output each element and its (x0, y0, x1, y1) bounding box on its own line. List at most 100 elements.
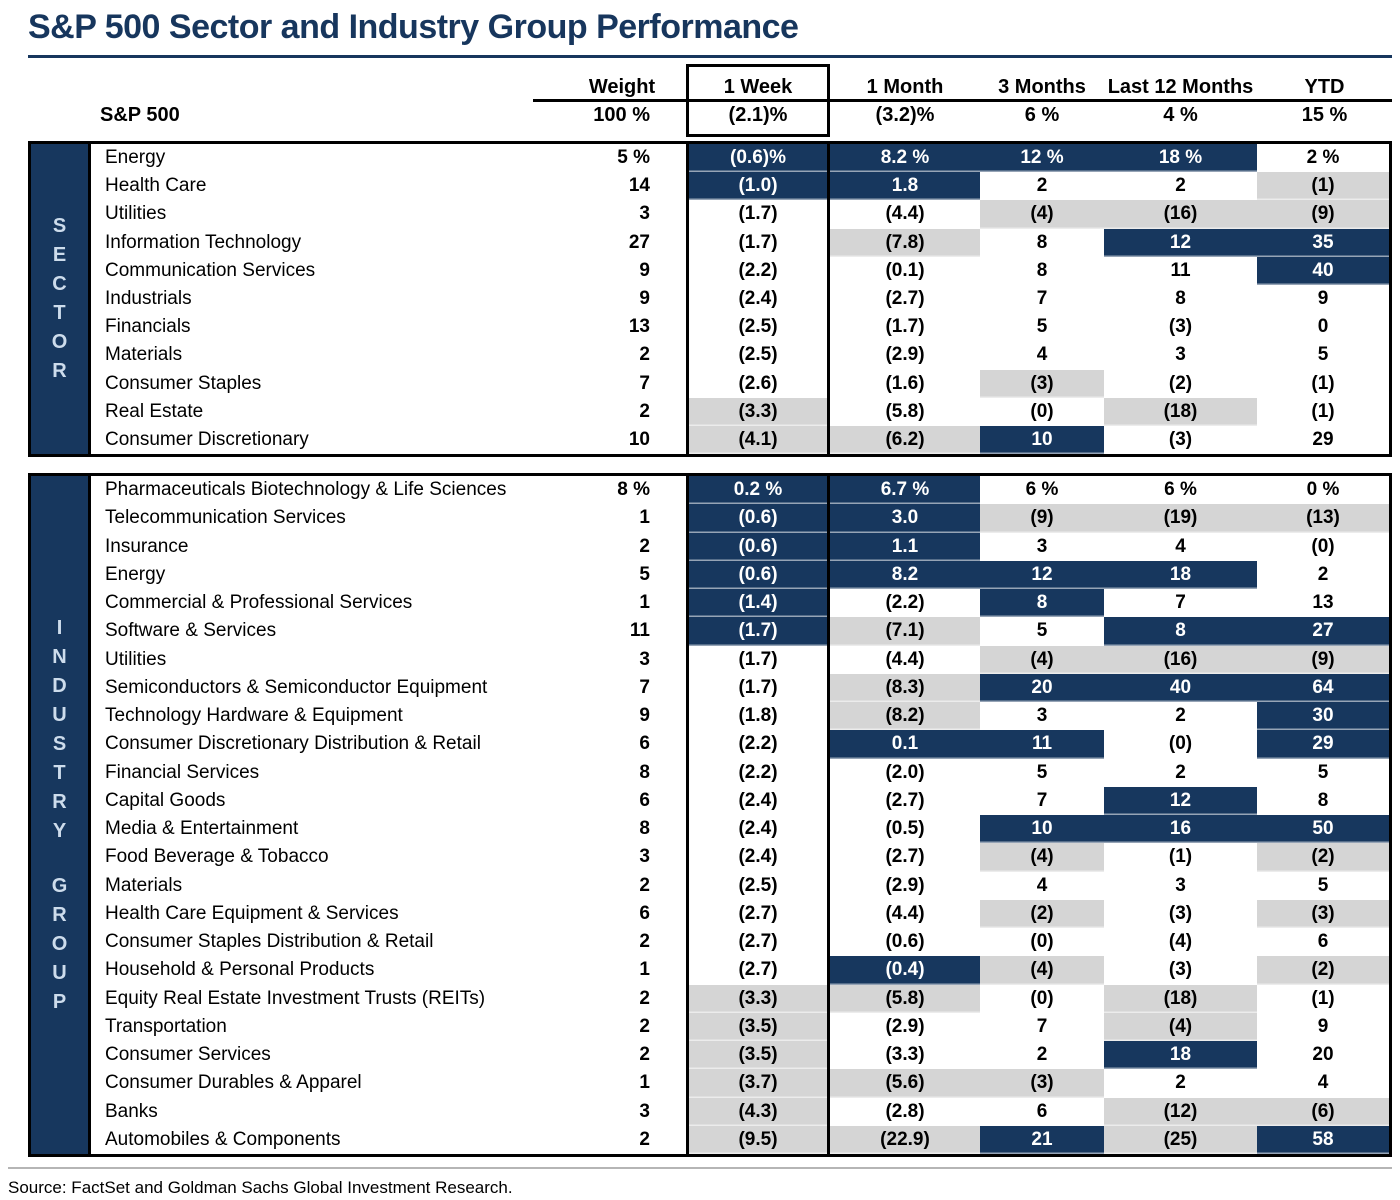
1-month-value-cell: (2.9) (885, 874, 925, 896)
row-name: Consumer Discretionary (105, 428, 309, 450)
sp500-1-month: (3.2)% (875, 103, 935, 126)
weight-cell: 7 (639, 676, 650, 698)
band-letter: T (53, 302, 66, 324)
table-row: Pharmaceuticals Biotechnology & Life Sci… (91, 476, 1389, 505)
last-12-months-value-cell: 4 (1175, 535, 1186, 557)
row-name: Utilities (105, 648, 167, 670)
last-12-months-value-cell: (16) (1104, 645, 1257, 674)
last-12-months-value-cell: (4) (1104, 1012, 1257, 1041)
footer-divider (8, 1167, 1392, 1169)
table-row: Materials 2 (2.5) (2.9) 4 3 5 (91, 871, 1389, 900)
table-row: Consumer Staples 7 (2.6) (1.6) (3) (2) (1) (91, 369, 1389, 398)
last-12-months-value-cell: 18 % (1104, 144, 1257, 173)
weight-cell: 2 (639, 1128, 650, 1150)
3-months-value-cell: 5 (1036, 620, 1048, 642)
row-name: Semiconductors & Semiconductor Equipment (105, 676, 488, 698)
1-week-value-cell: (2.5) (686, 313, 830, 342)
weight-cell: 14 (628, 175, 650, 197)
3-months-value-cell: 3 (1036, 535, 1048, 557)
last-12-months-value-cell: (3) (1168, 428, 1193, 450)
3-months-value-cell: (3) (980, 1069, 1104, 1098)
1-week-value-cell: (2.5) (686, 341, 830, 370)
weight-cell: 2 (639, 400, 650, 422)
band-letter: O (51, 331, 68, 353)
weight-cell: 1 (639, 1072, 650, 1094)
weight-cell: 10 (628, 428, 650, 450)
3-months-value-cell: 3 (1036, 705, 1048, 727)
table-row: Health Care 14 (1.0) 1.8 2 2 (1) (91, 172, 1389, 201)
1-week-value-cell: 0.2 % (686, 476, 830, 505)
last-12-months-value-cell: (3) (1168, 316, 1193, 338)
row-name: Consumer Services (105, 1044, 271, 1066)
weight-cell: 3 (639, 648, 650, 670)
1-month-value-cell: (4.4) (885, 902, 925, 924)
1-week-value-cell: (2.2) (686, 256, 830, 285)
1-week-value-cell: (1.7) (686, 228, 830, 257)
ytd-value-cell: 27 (1257, 617, 1389, 646)
ytd-value-cell: (1) (1311, 400, 1335, 422)
weight-cell: 1 (639, 592, 650, 614)
row-name: Financial Services (105, 761, 260, 783)
1-month-value-cell: (0.4) (830, 956, 980, 985)
table-row: Software & Services 11 (1.7) (7.1) 5 8 27 (91, 617, 1389, 646)
1-week-value-cell: (1.7) (686, 645, 830, 674)
weight-cell: 8 (639, 761, 650, 783)
weight-cell: 5 % (617, 147, 650, 169)
weight-cell: 6 (639, 789, 650, 811)
last-12-months-value-cell: (0) (1168, 733, 1193, 755)
ytd-value-cell: 64 (1257, 673, 1389, 702)
ytd-value-cell: 50 (1257, 815, 1389, 844)
column-header-1-month: 1 Month (866, 76, 944, 98)
table-row: Technology Hardware & Equipment 9 (1.8) (8.… (91, 702, 1389, 731)
3-months-value-cell: 6 (1036, 1100, 1048, 1122)
1-month-value-cell: (2.0) (885, 761, 925, 783)
ytd-value-cell: 5 (1317, 344, 1329, 366)
table-row: Financial Services 8 (2.2) (2.0) 5 2 5 (91, 758, 1389, 787)
1-week-value-cell: (0.6) (686, 504, 830, 533)
1-week-value-cell: (2.2) (686, 730, 830, 759)
weight-cell: 2 (639, 535, 650, 557)
row-name: Consumer Staples Distribution & Retail (105, 931, 434, 953)
row-name: Food Beverage & Tobacco (105, 846, 329, 868)
column-header-ytd: YTD (1304, 76, 1345, 98)
table-row: Communication Services 9 (2.2) (0.1) 8 11 40 (91, 256, 1389, 285)
1-month-value-cell: (0.6) (885, 931, 925, 953)
3-months-value-cell: 6 % (1025, 479, 1059, 501)
3-months-value-cell: (4) (980, 200, 1104, 229)
source-note: Source: FactSet and Goldman Sachs Global… (8, 1178, 513, 1197)
weight-cell: 1 (639, 507, 650, 529)
ytd-value-cell: 20 (1312, 1044, 1334, 1066)
table-row: Automobiles & Components 2 (9.5) (22.9) 21 (2… (91, 1125, 1389, 1154)
band-letter: R (52, 360, 67, 382)
1-month-value-cell: 8.2 (830, 560, 980, 589)
3-months-value-cell: 7 (1036, 789, 1048, 811)
1-week-value-cell: (1.0) (686, 172, 830, 201)
row-name: Health Care Equipment & Services (105, 902, 399, 924)
1-week-value-cell: (1.7) (686, 200, 830, 229)
ytd-value-cell: 2 (1317, 563, 1329, 585)
3-months-value-cell: 4 (1036, 874, 1048, 896)
ytd-value-cell: (6) (1257, 1097, 1389, 1126)
1-week-value-cell: (2.7) (686, 956, 830, 985)
row-name: Information Technology (105, 231, 302, 253)
ytd-value-cell: (1) (1257, 172, 1389, 201)
last-12-months-value-cell: (12) (1104, 1097, 1257, 1126)
1-week-value-cell: (2.7) (686, 899, 830, 928)
table-row: Consumer Discretionary Distribution & Re… (91, 730, 1389, 759)
1-month-value-cell: (5.8) (830, 984, 980, 1013)
row-name: Capital Goods (105, 789, 226, 811)
table-row: Consumer Staples Distribution & Retail 2 (… (91, 928, 1389, 957)
ytd-value-cell: 29 (1312, 428, 1334, 450)
table-row: Commercial & Professional Services 1 (1.4)… (91, 589, 1389, 618)
weight-cell: 11 (629, 620, 650, 642)
table-row: Household & Personal Products 1 (2.7) (0.4)… (91, 956, 1389, 985)
table-row: Information Technology 27 (1.7) (7.8) 8 12 35 (91, 228, 1389, 257)
column-header-row: Weight 1 Week 1 Month 3 Months Last 12 M… (28, 70, 1392, 99)
last-12-months-value-cell: 16 (1104, 815, 1257, 844)
row-name: Health Care (105, 175, 207, 197)
column-header-weight: Weight (588, 76, 656, 98)
3-months-value-cell: 20 (980, 673, 1104, 702)
row-name: Consumer Durables & Apparel (105, 1072, 362, 1094)
